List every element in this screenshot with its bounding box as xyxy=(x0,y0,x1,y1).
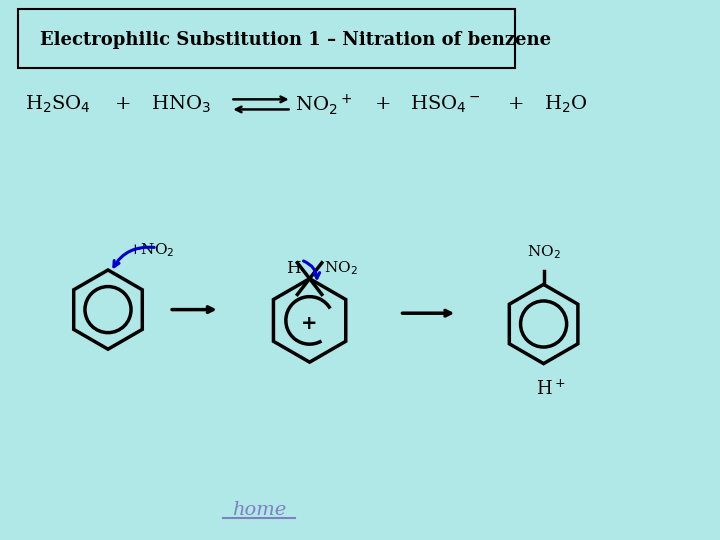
Text: NO$_2$$^+$: NO$_2$$^+$ xyxy=(295,92,353,117)
Text: H$_2$O: H$_2$O xyxy=(544,94,587,115)
Text: H$^+$: H$^+$ xyxy=(536,379,566,399)
Text: H$_2$SO$_4$: H$_2$SO$_4$ xyxy=(25,94,91,115)
Text: +NO$_2$: +NO$_2$ xyxy=(128,242,175,259)
Text: H: H xyxy=(287,260,301,277)
Text: home: home xyxy=(232,501,287,519)
Text: +: + xyxy=(508,96,524,113)
Text: NO$_2$: NO$_2$ xyxy=(527,243,560,261)
Text: HSO$_4$$^-$: HSO$_4$$^-$ xyxy=(410,94,481,115)
Text: +: + xyxy=(115,96,132,113)
Text: +: + xyxy=(374,96,391,113)
Text: +: + xyxy=(302,314,318,333)
Text: HNO$_3$: HNO$_3$ xyxy=(151,94,211,115)
Text: Electrophilic Substitution 1 – Nitration of benzene: Electrophilic Substitution 1 – Nitration… xyxy=(40,31,551,49)
FancyBboxPatch shape xyxy=(18,9,515,69)
Text: NO$_2$: NO$_2$ xyxy=(324,260,358,278)
